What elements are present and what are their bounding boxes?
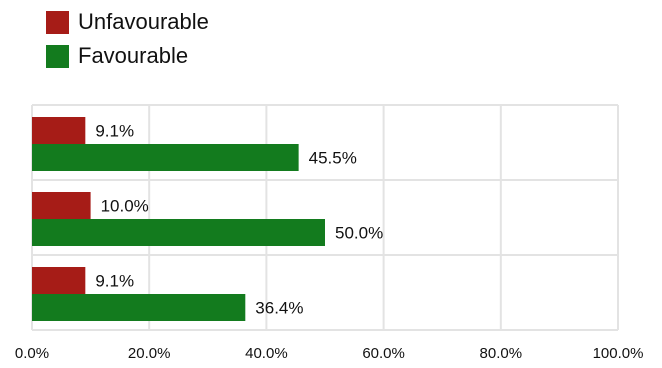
data-label-favourable-0: 45.5%	[309, 149, 357, 168]
x-tick-label-1: 20.0%	[128, 345, 171, 362]
x-tick-label-2: 40.0%	[245, 345, 288, 362]
data-label-unfavourable-2: 9.1%	[95, 272, 134, 291]
legend-label-favourable: Favourable	[78, 43, 189, 68]
bar-favourable-2	[32, 294, 246, 321]
x-tick-label-3: 60.0%	[362, 345, 405, 362]
x-tick-label-5: 100.0%	[593, 345, 644, 362]
data-label-favourable-2: 36.4%	[255, 299, 303, 318]
bar-unfavourable-1	[32, 192, 91, 219]
x-tick-label-4: 80.0%	[480, 345, 523, 362]
x-tick-label-0: 0.0%	[15, 345, 49, 362]
data-label-unfavourable-1: 10.0%	[101, 197, 149, 216]
legend-label-unfavourable: Unfavourable	[78, 9, 209, 34]
data-label-unfavourable-0: 9.1%	[95, 122, 134, 141]
bar-favourable-0	[32, 144, 299, 171]
legend: Unfavourable Favourable	[46, 9, 209, 77]
bar-unfavourable-2	[32, 267, 86, 294]
bar-favourable-1	[32, 219, 325, 246]
legend-swatch-unfavourable	[46, 10, 69, 34]
legend-swatch-favourable	[46, 44, 69, 68]
data-label-favourable-1: 50.0%	[335, 224, 383, 243]
legend-item-unfavourable: Unfavourable	[46, 9, 209, 35]
legend-item-favourable: Favourable	[46, 43, 209, 69]
bar-unfavourable-0	[32, 117, 86, 144]
